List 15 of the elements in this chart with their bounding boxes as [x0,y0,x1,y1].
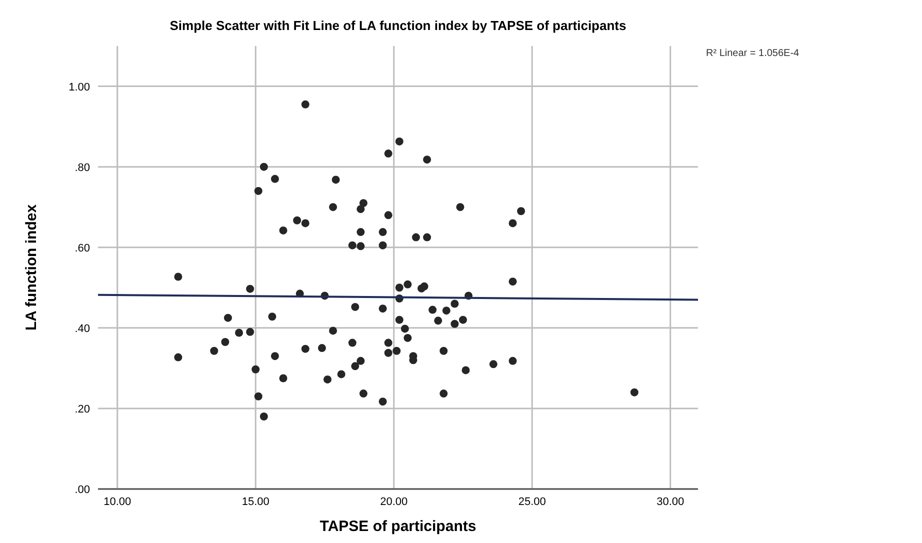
y-axis-title: LA function index [23,204,40,331]
y-tick-label: .40 [74,322,90,335]
y-tick-label: .00 [74,484,90,496]
x-tick-label: 15.00 [242,496,270,508]
y-tick-label: 1.00 [68,81,90,94]
x-axis-title: TAPSE of participants [320,518,476,535]
x-tick-label: 25.00 [518,496,546,508]
x-tick-label: 30.00 [656,496,684,508]
x-tick-label: 20.00 [380,496,408,508]
chart-title: Simple Scatter with Fit Line of LA function index by TAPSE of participants [170,18,626,33]
text: R² Linear = 1.056E-4 [706,48,800,59]
y-tick-label: .60 [74,242,90,254]
y-tick-label: .80 [74,162,90,174]
x-tick-label: 10.00 [104,496,132,508]
y-tick-label: .20 [74,403,90,416]
